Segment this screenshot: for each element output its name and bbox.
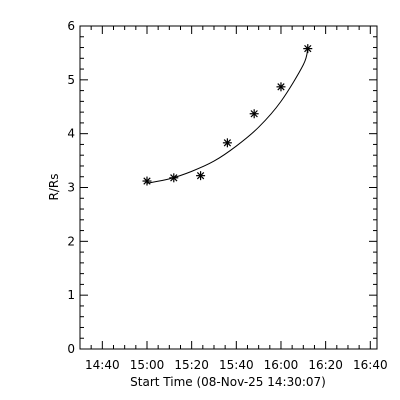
tick-labels: 14:40 15:00 15:20 15:40 16:00 16:20 16:40 0 1 2 3 4… — [67, 19, 387, 372]
data-point — [276, 82, 286, 92]
x-axis-label: Start Time (08-Nov-25 14:30:07) — [130, 375, 326, 389]
x-tick-label: 14:40 — [85, 358, 120, 372]
axis-ticks — [79, 25, 377, 350]
y-tick-label: 4 — [67, 127, 75, 141]
y-axis-label: R/Rs — [47, 174, 61, 201]
y-tick-label: 1 — [67, 288, 75, 302]
data-point — [222, 138, 232, 148]
data-point — [169, 173, 179, 183]
y-tick-label: 2 — [67, 234, 75, 248]
data-point — [303, 44, 313, 54]
data-point — [249, 109, 259, 119]
y-tick-label: 6 — [67, 19, 75, 33]
x-tick-label: 16:20 — [308, 358, 343, 372]
x-tick-label: 16:40 — [353, 358, 388, 372]
y-tick-label: 5 — [67, 73, 75, 87]
data-point — [142, 176, 152, 186]
x-tick-label: 15:00 — [130, 358, 165, 372]
x-tick-label: 15:20 — [174, 358, 209, 372]
y-tick-label: 0 — [67, 342, 75, 356]
x-tick-label: 16:00 — [264, 358, 299, 372]
y-tick-label: 3 — [67, 181, 75, 195]
plot-frame — [79, 25, 378, 350]
data-point — [196, 171, 206, 181]
x-tick-label: 15:40 — [219, 358, 254, 372]
data-points — [142, 44, 313, 186]
fit-curve — [146, 48, 309, 184]
